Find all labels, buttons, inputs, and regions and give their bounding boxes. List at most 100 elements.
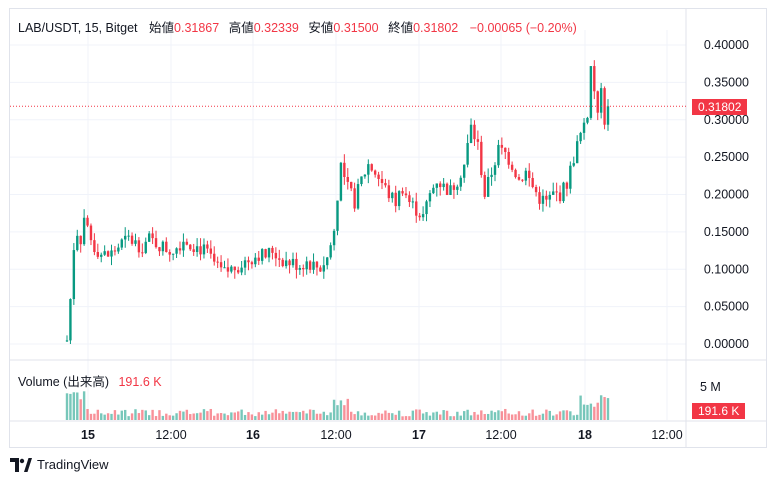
candle-body xyxy=(500,144,504,148)
volume-bar xyxy=(497,410,500,420)
volume-bar xyxy=(425,412,428,420)
candle-body xyxy=(76,235,79,251)
candle-body xyxy=(257,257,260,261)
candle-body xyxy=(336,200,339,231)
volume-bar xyxy=(582,404,586,420)
candle-body xyxy=(517,177,521,180)
volume-bar xyxy=(209,408,213,420)
candle-body xyxy=(65,340,69,342)
candle-body xyxy=(319,267,322,272)
volume-bar xyxy=(254,416,257,420)
volume-bar xyxy=(408,416,411,420)
low-value: 0.31500 xyxy=(333,21,379,35)
volume-bar xyxy=(100,413,103,420)
volume-bar xyxy=(562,410,565,420)
candle-body xyxy=(233,266,236,271)
volume-bar xyxy=(493,412,497,420)
volume-bar xyxy=(439,414,442,420)
volume-bar xyxy=(243,414,247,420)
candle-body xyxy=(113,250,117,252)
y-tick-label: 0.40000 xyxy=(704,38,749,52)
candle-body xyxy=(493,165,497,175)
candle-body xyxy=(106,251,110,257)
candle-body xyxy=(394,192,397,207)
candle-body xyxy=(295,258,298,270)
volume-bar xyxy=(141,409,144,420)
candle-body xyxy=(569,165,572,189)
candle-body xyxy=(384,183,387,186)
volume-bar xyxy=(185,409,189,420)
candle-body xyxy=(278,258,281,260)
candle-body xyxy=(370,164,373,171)
candle-body xyxy=(339,162,343,201)
volume-bar xyxy=(298,412,302,420)
volume-bar xyxy=(147,415,151,420)
candle-body xyxy=(182,241,185,251)
volume-bar xyxy=(178,410,182,420)
y-tick-label: 0.15000 xyxy=(704,225,749,239)
volume-bar xyxy=(260,414,264,420)
volume-bar xyxy=(182,411,185,420)
x-tick-label: 12:00 xyxy=(485,428,516,442)
volume-bar xyxy=(278,413,281,420)
candle-body xyxy=(579,132,582,142)
candle-body xyxy=(79,235,82,245)
volume-bar xyxy=(319,413,322,420)
volume-bar xyxy=(171,415,175,420)
volume-bar xyxy=(514,414,517,420)
volume-bar xyxy=(349,411,353,420)
volume-bar xyxy=(288,411,291,420)
candle-body xyxy=(82,217,86,245)
candle-body xyxy=(391,192,394,199)
candle-body xyxy=(271,247,274,253)
candle-body xyxy=(151,233,154,239)
candle-body xyxy=(507,151,510,165)
volume-bar xyxy=(175,413,178,420)
tradingview-brand[interactable]: TradingView xyxy=(10,457,109,472)
volume-bar xyxy=(555,414,558,420)
volume-bar xyxy=(360,415,363,420)
candle-body xyxy=(93,240,96,253)
volume-bar xyxy=(603,397,606,420)
candle-body xyxy=(161,241,165,252)
volume-bar xyxy=(89,413,93,420)
candle-body xyxy=(120,239,123,248)
high-label: 高値 xyxy=(228,21,254,35)
volume-bar xyxy=(476,414,480,420)
candle-body xyxy=(548,194,551,200)
candle-body xyxy=(363,174,367,177)
candle-body xyxy=(521,179,524,181)
volume-bar xyxy=(110,413,113,420)
candle-body xyxy=(240,267,243,273)
candle-body xyxy=(349,181,353,189)
candle-body xyxy=(243,260,247,268)
x-tick-label: 12:00 xyxy=(320,428,351,442)
volume-bar xyxy=(82,391,86,420)
candle-body xyxy=(476,139,480,142)
volume-tag: 191.6 K xyxy=(692,403,746,419)
volume-bar xyxy=(541,413,545,420)
candle-body xyxy=(593,66,596,92)
candle-body xyxy=(367,164,370,175)
volume-bar xyxy=(237,411,240,420)
open-value: 0.31867 xyxy=(174,21,220,35)
volume-bar xyxy=(315,413,319,420)
candle-body xyxy=(387,185,391,199)
volume-bar xyxy=(165,413,168,420)
volume-bar xyxy=(483,413,486,420)
candle-body xyxy=(154,238,158,248)
volume-bar xyxy=(137,413,141,420)
candle-body xyxy=(130,235,134,244)
volume-bar xyxy=(507,413,510,420)
volume-bar xyxy=(579,395,582,420)
candle-body xyxy=(250,262,254,265)
candle-body xyxy=(531,178,534,188)
x-tick-label: 17 xyxy=(412,428,426,442)
candle-body xyxy=(480,141,483,176)
volume-bar xyxy=(281,410,284,420)
volume-bar xyxy=(599,395,603,420)
volume-bar xyxy=(65,393,69,420)
candle-body xyxy=(332,230,336,246)
volume-bar xyxy=(96,409,100,420)
